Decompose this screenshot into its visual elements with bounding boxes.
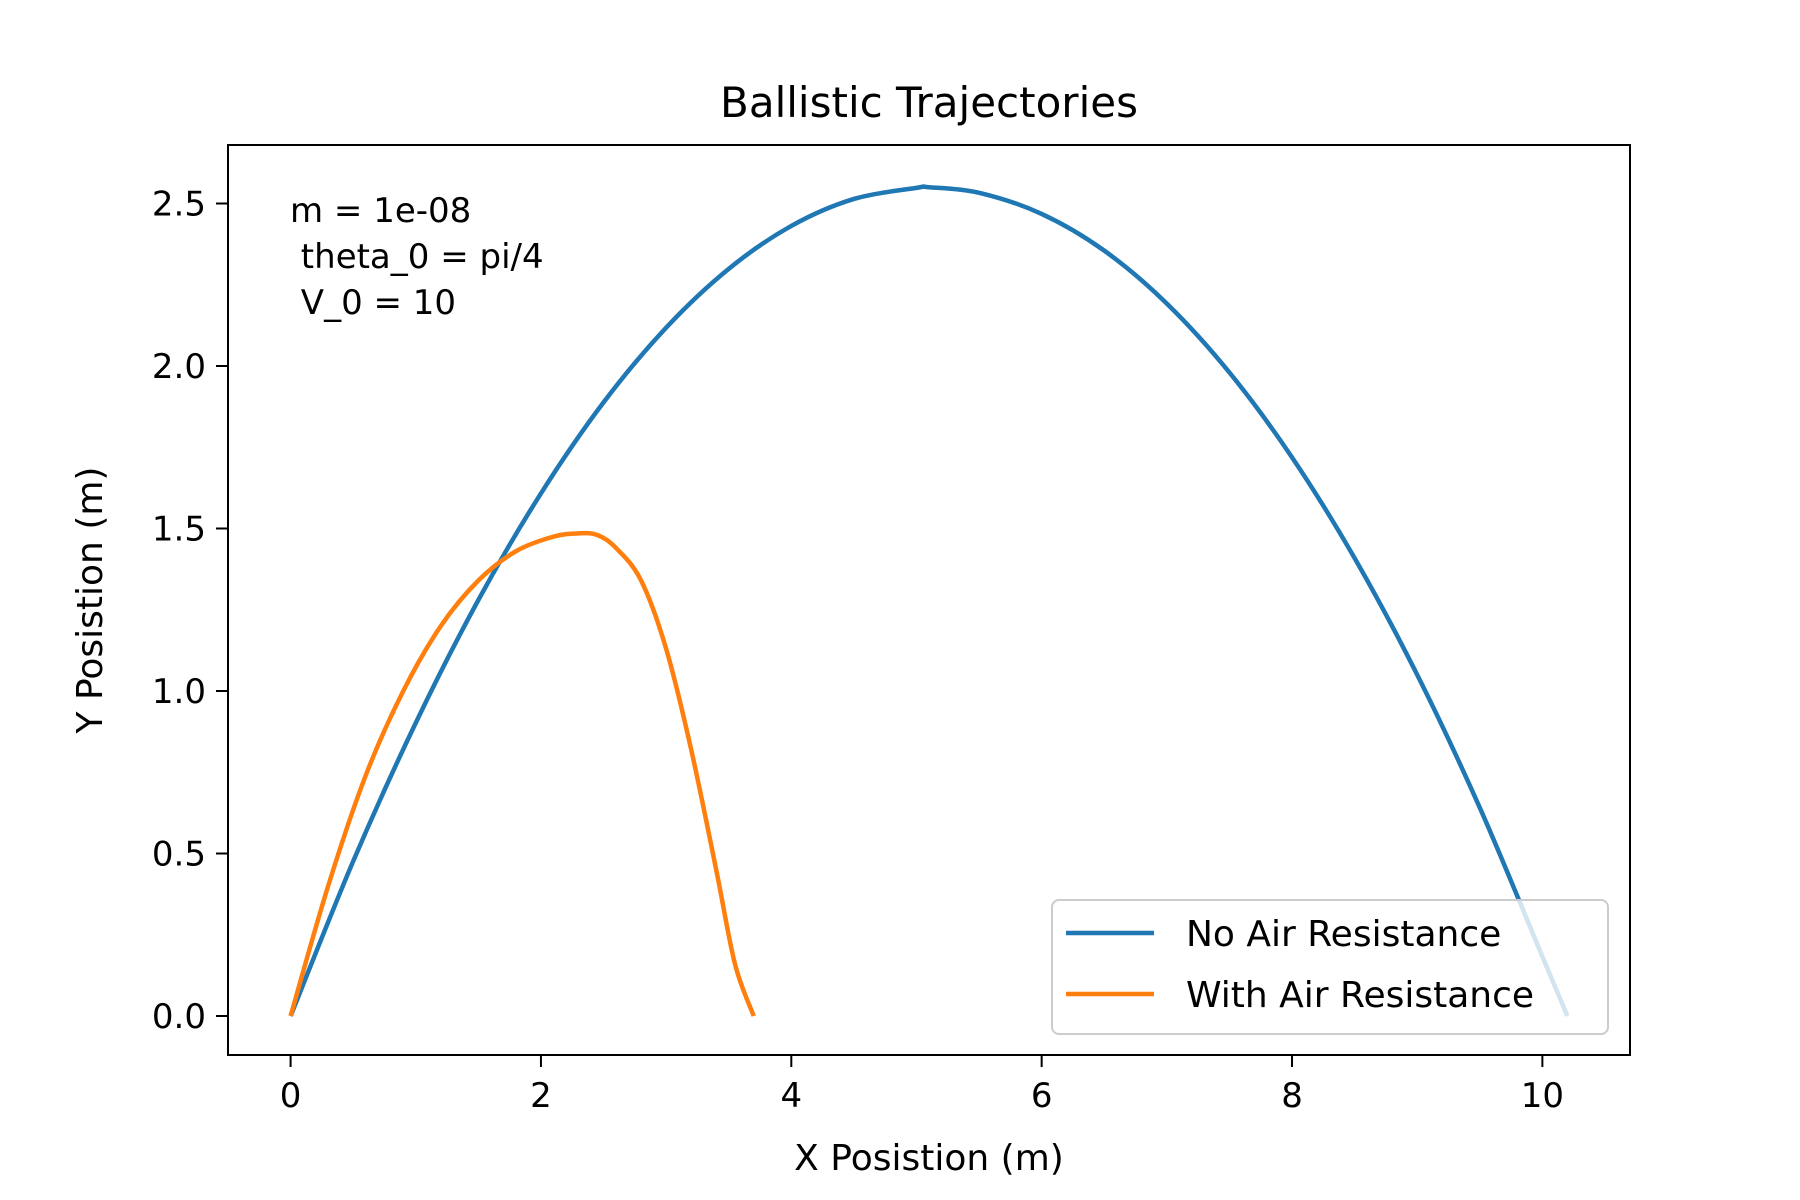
annotation-line-theta: theta_0 = pi/4	[290, 237, 544, 277]
x-tick-label: 8	[1281, 1076, 1303, 1116]
x-axis: 0 2 4 6 8 10	[280, 1055, 1564, 1116]
x-tick-label: 6	[1031, 1076, 1053, 1116]
legend-label: With Air Resistance	[1186, 975, 1534, 1016]
y-axis-label: Y Posistion (m)	[70, 467, 111, 735]
y-tick-label: 2.5	[152, 185, 206, 225]
plot-area	[227, 144, 1631, 1056]
legend: No Air Resistance With Air Resistance	[1051, 899, 1609, 1035]
x-tick-label: 10	[1521, 1076, 1564, 1116]
x-tick-label: 0	[280, 1076, 302, 1116]
y-tick-label: 1.5	[152, 510, 206, 550]
x-axis-label: X Posistion (m)	[794, 1138, 1064, 1179]
legend-label: No Air Resistance	[1186, 914, 1501, 955]
annotation-line-mass: m = 1e-08	[290, 191, 471, 231]
x-tick-label: 4	[780, 1076, 802, 1116]
y-tick-label: 2.0	[152, 347, 206, 387]
plot-frame	[227, 144, 1631, 1056]
annotation-line-velocity: V_0 = 10	[290, 283, 456, 323]
y-axis: 0.0 0.5 1.0 1.5 2.0 2.5	[152, 185, 228, 1037]
series-layer	[288, 184, 1570, 1017]
legend-box	[1051, 899, 1609, 1035]
y-tick-label: 0.0	[152, 997, 206, 1037]
x-tick-label: 2	[530, 1076, 552, 1116]
chart-title: Ballistic Trajectories	[720, 78, 1138, 127]
series-line-no-air-resistance	[288, 184, 1570, 1017]
y-tick-label: 1.0	[152, 672, 206, 712]
y-tick-label: 0.5	[152, 835, 206, 875]
parameter-annotation: m = 1e-08 theta_0 = pi/4 V_0 = 10	[290, 191, 544, 323]
series-line-with-air-resistance	[288, 530, 756, 1017]
